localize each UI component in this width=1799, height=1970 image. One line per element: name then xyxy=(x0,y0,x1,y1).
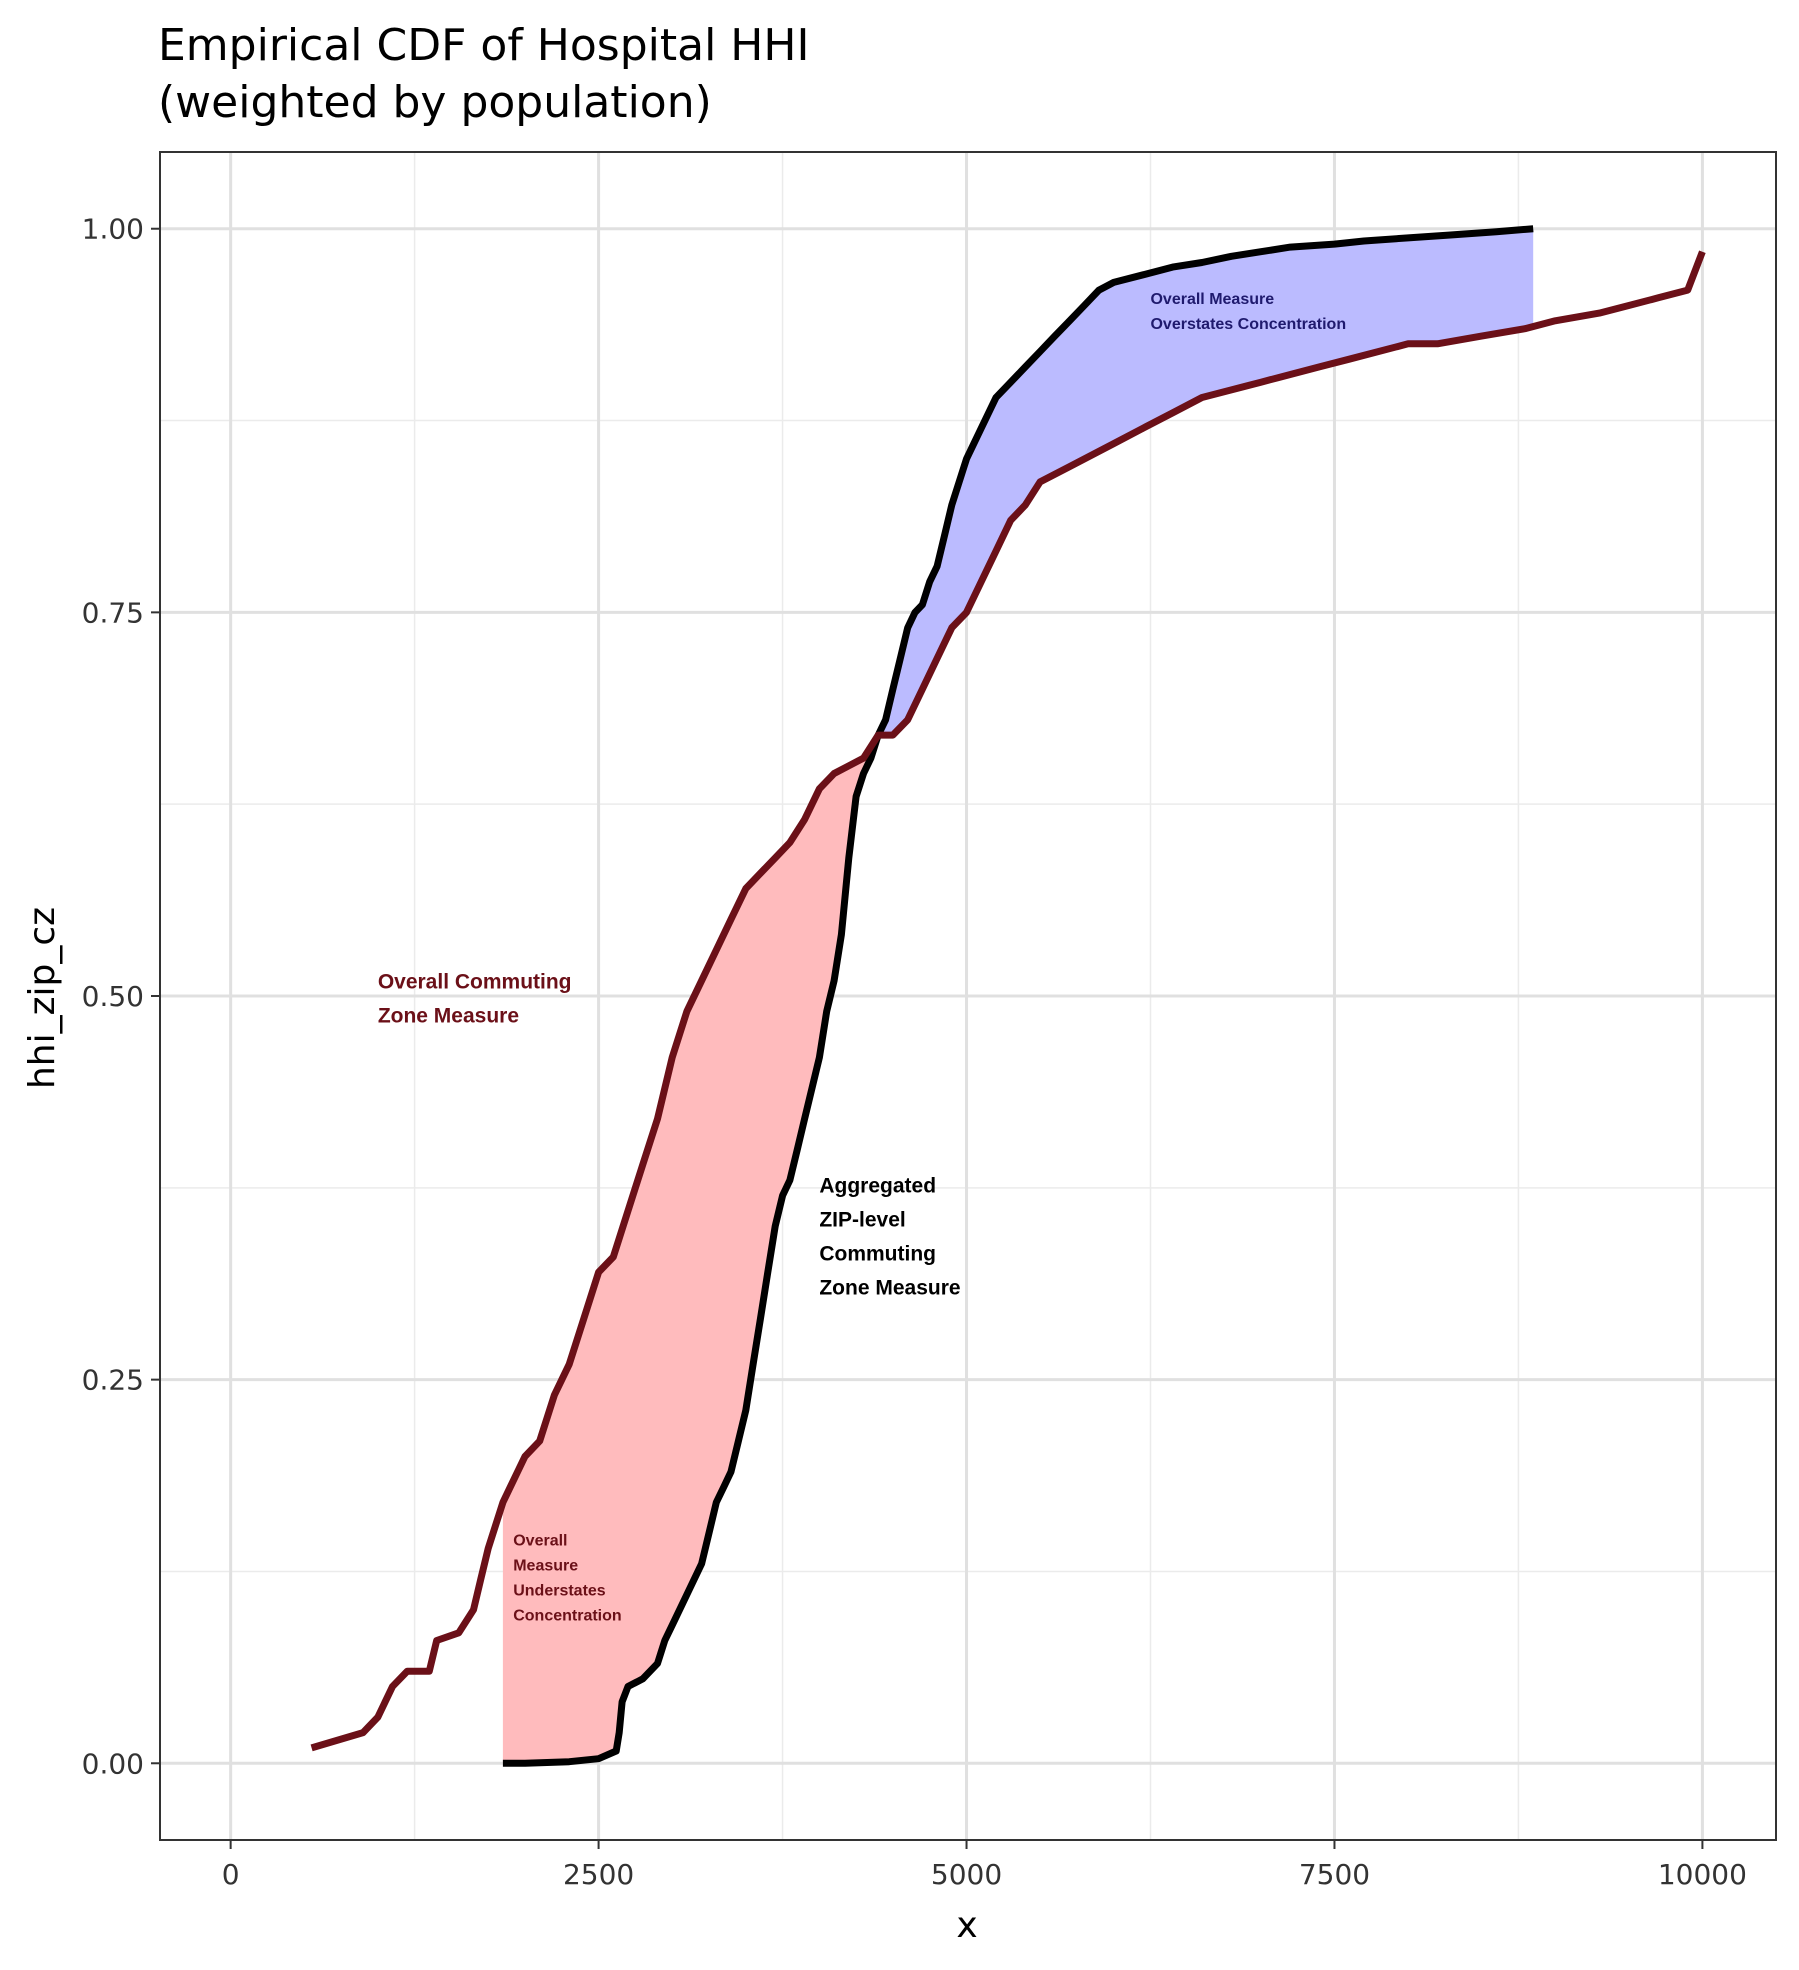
understates-region xyxy=(502,735,879,1764)
understates-label: Concentration xyxy=(513,1607,621,1624)
annotations: Overall Commuting Zone Measure Aggregated Z… xyxy=(378,291,1346,1624)
aggregated-measure-label: Aggregated xyxy=(819,1174,936,1197)
chart-title-line-1: Empirical CDF of Hospital HHI xyxy=(158,20,809,71)
y-tick-label: 1.00 xyxy=(82,213,144,246)
aggregated-measure-label: ZIP-level xyxy=(819,1208,905,1231)
understates-label: Overall xyxy=(513,1532,567,1549)
y-tick-label: 0.75 xyxy=(82,596,144,629)
y-tick-label: 0.50 xyxy=(82,980,144,1013)
x-tick-label: 5000 xyxy=(931,1858,1002,1891)
x-axis-title: x xyxy=(956,1905,977,1946)
major-gridlines xyxy=(160,152,1776,1840)
chart-title-line-2: (weighted by population) xyxy=(158,77,712,128)
understates-label: Understates xyxy=(513,1582,606,1599)
overstates-label: Overstates Concentration xyxy=(1150,316,1346,333)
overall-cz-cdf-line xyxy=(310,250,1706,1752)
overstates-label: Overall Measure xyxy=(1150,291,1274,308)
understates-label: Measure xyxy=(513,1557,578,1574)
aggregated-zip-cdf-line xyxy=(502,225,1534,1767)
x-tick-label: 0 xyxy=(222,1858,240,1891)
x-tick-label: 7500 xyxy=(1299,1858,1370,1891)
x-tick-label: 2500 xyxy=(563,1858,634,1891)
y-tick-label: 0.25 xyxy=(82,1364,144,1397)
y-axis-title: hhi_zip_cz xyxy=(22,907,63,1089)
aggregated-measure-label: Zone Measure xyxy=(819,1276,960,1299)
x-axis-ticks: 0 2500 5000 7500 10000 xyxy=(222,1840,1747,1891)
overall-measure-label: Overall Commuting xyxy=(378,970,572,993)
aggregated-measure-label: Commuting xyxy=(819,1242,936,1265)
overstates-region xyxy=(878,228,1534,736)
x-tick-label: 10000 xyxy=(1658,1858,1747,1891)
overall-measure-label: Zone Measure xyxy=(378,1004,519,1027)
cdf-lines xyxy=(310,225,1706,1767)
y-tick-label: 0.00 xyxy=(82,1747,144,1780)
difference-shading xyxy=(502,228,1534,1764)
y-axis-ticks: 0.00 0.25 0.50 0.75 1.00 xyxy=(82,213,160,1780)
